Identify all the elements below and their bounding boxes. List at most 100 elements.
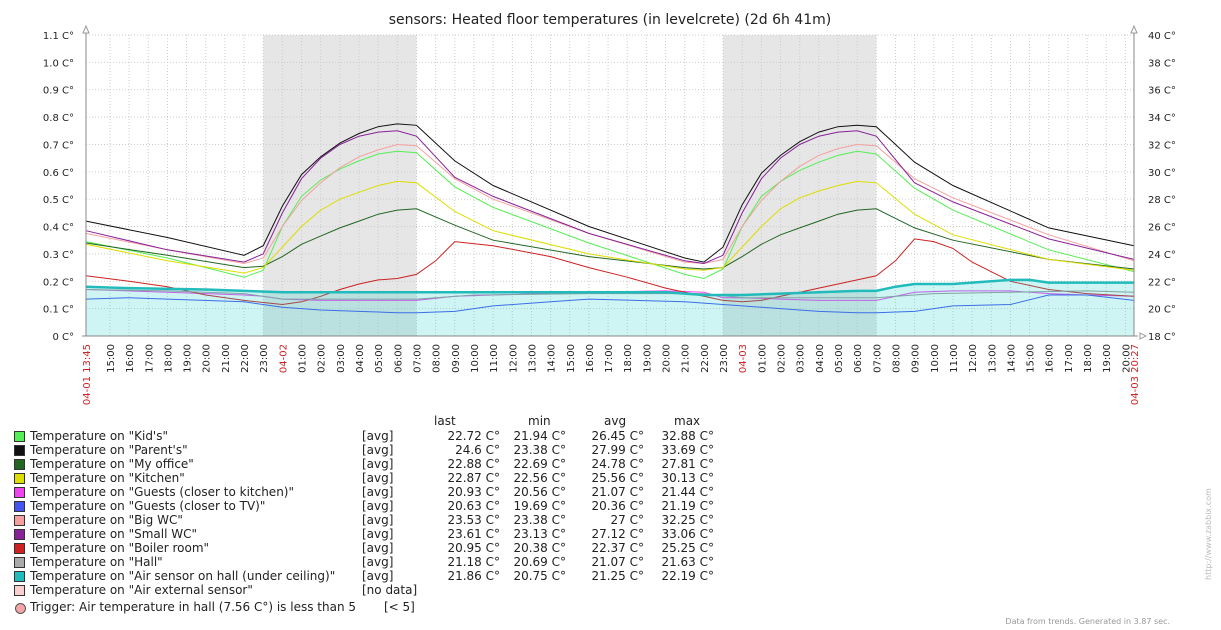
left-tick-label: 1.0 C° <box>43 58 74 69</box>
series-line-9 <box>85 289 1135 300</box>
legend-item-max: 21.19 C° <box>661 499 714 513</box>
footer-note: Data from trends. Generated in 3.87 sec. <box>1005 617 1170 626</box>
x-tick-label: 02:00 <box>777 344 788 373</box>
x-tick-label: 10:00 <box>470 344 481 373</box>
legend-item-name: Temperature on "My office" <box>30 457 194 471</box>
series-line-10 <box>85 278 1134 297</box>
x-tick-label: 15:00 <box>1026 344 1037 373</box>
left-tick-label: 0.2 C° <box>43 277 74 288</box>
x-tick-label: 04:00 <box>815 344 826 373</box>
legend-item-max: 27.81 C° <box>661 457 714 471</box>
x-tick-label: 21:00 <box>221 344 232 373</box>
left-tick-label: 0.7 C° <box>43 140 74 151</box>
legend-item-func: [avg] <box>362 555 394 569</box>
legend-item-min: 22.56 C° <box>513 471 566 485</box>
legend-item-min: 20.75 C° <box>513 569 566 583</box>
legend-item-max: 21.44 C° <box>661 485 714 499</box>
legend-swatch <box>14 515 25 526</box>
series-line-5 <box>85 294 1135 314</box>
legend-item-min: 22.69 C° <box>513 457 566 471</box>
x-tick-label: 18:00 <box>623 344 634 373</box>
x-tick-label: 14:00 <box>547 344 558 373</box>
right-tick-label: 30 C° <box>1148 168 1176 179</box>
legend-item-func: [avg] <box>362 443 394 457</box>
series-line-1 <box>85 123 1135 263</box>
x-tick-label: 15:00 <box>566 344 577 373</box>
legend-swatch <box>14 557 25 568</box>
x-tick-label: 19:00 <box>1102 344 1113 373</box>
legend-item-name: Temperature on "Air sensor on hall (unde… <box>30 569 336 583</box>
legend-item-name: Temperature on "Kitchen" <box>30 471 185 485</box>
x-tick-label: 16:00 <box>125 344 136 373</box>
x-tick-label: 20:00 <box>662 344 673 373</box>
right-tick-label: 34 C° <box>1148 113 1176 124</box>
x-tick-label: 01:00 <box>298 344 309 373</box>
legend-swatch <box>14 487 25 498</box>
legend-item-name: Temperature on "Kid's" <box>30 429 168 443</box>
legend-item-max: 33.69 C° <box>661 443 714 457</box>
legend-item-avg: 27.12 C° <box>591 527 644 541</box>
legend-item-max: 30.13 C° <box>661 471 714 485</box>
left-tick-label: 0.4 C° <box>43 223 74 234</box>
legend-item-max: 25.25 C° <box>661 541 714 555</box>
right-tick-label: 38 C° <box>1148 58 1176 69</box>
x-tick-label: 09:00 <box>451 344 462 373</box>
legend-header-last: last <box>434 414 456 428</box>
legend-swatch <box>14 473 25 484</box>
legend-item-min: 23.13 C° <box>513 527 566 541</box>
legend-item-avg: 21.07 C° <box>591 555 644 569</box>
legend-item-func: [no data] <box>362 583 418 597</box>
x-tick-label: 11:00 <box>489 344 500 373</box>
legend-item-func: [avg] <box>362 471 394 485</box>
x-tick-label: 06:00 <box>393 344 404 373</box>
legend-swatch <box>14 431 25 442</box>
legend-item-name: Temperature on "Big WC" <box>30 513 183 527</box>
right-tick-label: 36 C° <box>1148 86 1176 97</box>
x-tick-label: 05:00 <box>374 344 385 373</box>
legend-swatch <box>14 529 25 540</box>
legend-item-name: Temperature on "Guests (closer to TV)" <box>30 499 266 513</box>
x-tick-label: 07:00 <box>872 344 883 373</box>
x-tick-label: 17:00 <box>144 344 155 373</box>
x-tick-label: 19:00 <box>642 344 653 373</box>
trigger-condition: [< 5] <box>384 600 415 614</box>
legend-item-min: 21.94 C° <box>513 429 566 443</box>
x-tick-label: 13:00 <box>527 344 538 373</box>
x-axis-arrow-icon <box>1139 332 1148 340</box>
x-tick-label: 20:00 <box>1121 344 1132 373</box>
legend-item-avg: 21.25 C° <box>591 569 644 583</box>
legend-item-func: [avg] <box>362 457 394 471</box>
right-tick-label: 22 C° <box>1148 277 1176 288</box>
right-tick-label: 40 C° <box>1148 31 1176 42</box>
series-area-10 <box>86 279 1134 336</box>
legend-item-last: 24.6 C° <box>455 443 500 457</box>
trigger-text: Trigger: Air temperature in hall (7.56 C… <box>30 600 357 614</box>
x-tick-label: 19:00 <box>183 344 194 373</box>
x-tick-label: 14:00 <box>1006 344 1017 373</box>
legend-item-last: 23.53 C° <box>447 513 500 527</box>
legend-header-max: max <box>674 414 701 428</box>
trigger-marker-icon <box>15 603 26 614</box>
legend-item-min: 20.56 C° <box>513 485 566 499</box>
legend-swatch <box>14 585 25 596</box>
legend-item-max: 21.63 C° <box>661 555 714 569</box>
legend-item-max: 32.25 C° <box>661 513 714 527</box>
x-tick-label: 11:00 <box>949 344 960 373</box>
x-tick-label: 05:00 <box>834 344 845 373</box>
x-tick-label: 16:00 <box>585 344 596 373</box>
legend-item-func: [avg] <box>362 569 394 583</box>
x-tick-label: 22:00 <box>240 344 251 373</box>
series-line-2 <box>85 208 1135 270</box>
legend-item-name: Temperature on "Air external sensor" <box>30 583 253 597</box>
x-tick-label: 10:00 <box>930 344 941 373</box>
legend-header-avg: avg <box>604 414 627 428</box>
x-end-label: 04-03 20:27 <box>1130 344 1141 405</box>
legend-item-name: Temperature on "Hall" <box>30 555 163 569</box>
legend-item-avg: 22.37 C° <box>591 541 644 555</box>
x-tick-label: 20:00 <box>202 344 213 373</box>
series-line-7 <box>85 130 1135 265</box>
x-tick-label: 17:00 <box>1064 344 1075 373</box>
series-line-8 <box>85 238 1135 306</box>
legend-swatch <box>14 445 25 456</box>
legend-item-last: 21.18 C° <box>447 555 500 569</box>
